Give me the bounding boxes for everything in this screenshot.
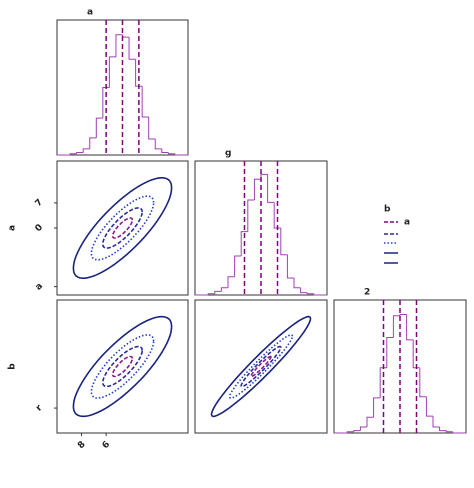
histogram-step bbox=[353, 430, 361, 432]
histogram-step bbox=[240, 231, 248, 257]
histogram-step bbox=[174, 153, 182, 156]
histogram-step bbox=[148, 116, 156, 140]
histogram-step bbox=[267, 174, 275, 203]
y-tick-label: 7 bbox=[34, 197, 46, 209]
panel-frame bbox=[56, 299, 189, 434]
histogram-step bbox=[260, 173, 268, 180]
histogram-step bbox=[128, 37, 136, 60]
legend-title: b bbox=[384, 205, 391, 215]
histogram-step bbox=[253, 178, 261, 200]
histogram-step bbox=[419, 367, 427, 398]
histogram-step bbox=[122, 34, 130, 38]
histogram-step bbox=[300, 287, 308, 294]
contour bbox=[111, 355, 134, 378]
y-axis-label: a bbox=[8, 225, 18, 231]
histogram-step bbox=[207, 293, 215, 295]
histogram-step bbox=[89, 137, 97, 149]
histogram-step bbox=[346, 431, 354, 433]
histogram-step bbox=[392, 315, 400, 338]
histogram-step bbox=[220, 287, 228, 292]
histogram-step bbox=[386, 336, 394, 368]
histogram-step bbox=[154, 139, 162, 150]
panel-title: a bbox=[87, 8, 93, 18]
histogram-step bbox=[76, 152, 84, 154]
histogram-step bbox=[115, 34, 123, 57]
x-tick-label: 8 bbox=[76, 440, 88, 452]
histogram-step bbox=[379, 367, 387, 398]
legend-label: a bbox=[404, 218, 410, 228]
panel-title: 2 bbox=[364, 288, 370, 298]
contour bbox=[90, 334, 155, 399]
histogram-step bbox=[280, 228, 288, 256]
histogram-step bbox=[135, 59, 143, 87]
histogram-step bbox=[234, 255, 242, 277]
legend-samples bbox=[384, 233, 398, 264]
histogram-step bbox=[214, 290, 222, 294]
contour bbox=[250, 355, 272, 378]
contour bbox=[72, 315, 173, 418]
contour bbox=[228, 334, 294, 399]
histogram-step bbox=[445, 430, 453, 433]
histogram-step bbox=[273, 202, 281, 229]
histogram-step bbox=[108, 56, 116, 88]
contour bbox=[72, 177, 173, 279]
contour bbox=[240, 345, 282, 388]
histogram-step bbox=[373, 397, 381, 418]
histogram-step bbox=[306, 292, 314, 295]
histogram-step bbox=[359, 426, 367, 431]
contour bbox=[210, 315, 312, 418]
histogram-step bbox=[227, 276, 235, 288]
histogram-step bbox=[432, 416, 440, 428]
y-tick-label: r bbox=[34, 403, 45, 414]
histogram-step bbox=[167, 152, 175, 155]
histogram-step bbox=[406, 314, 414, 341]
contour bbox=[101, 207, 144, 249]
histogram-step bbox=[141, 86, 149, 118]
histogram-step bbox=[366, 416, 374, 427]
histogram-step bbox=[102, 87, 110, 119]
histogram-step bbox=[286, 254, 294, 279]
panel-frame bbox=[56, 160, 189, 296]
histogram-step bbox=[452, 431, 460, 434]
histogram-step bbox=[313, 293, 321, 296]
y-tick-label: 0 bbox=[34, 223, 46, 235]
histogram-step bbox=[412, 339, 420, 369]
histogram-step bbox=[161, 148, 169, 154]
histogram-step bbox=[69, 153, 77, 155]
x-tick-label: 6 bbox=[101, 440, 113, 452]
histogram-step bbox=[82, 148, 90, 153]
panel-frame bbox=[194, 299, 328, 434]
histogram-step bbox=[425, 396, 433, 417]
y-tick-label: a bbox=[34, 281, 45, 292]
histogram-step bbox=[293, 277, 301, 289]
y-axis-label: b bbox=[8, 363, 18, 370]
panel-title: g bbox=[225, 149, 231, 159]
histogram-step bbox=[439, 426, 447, 432]
histogram-step bbox=[247, 199, 255, 232]
contour bbox=[101, 345, 144, 388]
histogram-step bbox=[399, 314, 407, 316]
contour bbox=[111, 217, 134, 239]
histogram-step bbox=[95, 117, 103, 138]
contour bbox=[90, 195, 155, 261]
